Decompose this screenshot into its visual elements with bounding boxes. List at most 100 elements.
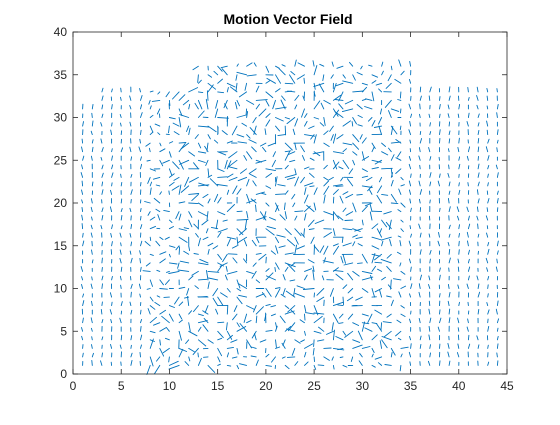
vector-arrow	[246, 109, 247, 115]
vector-arrow	[379, 177, 381, 181]
vector-arrow	[169, 306, 174, 308]
vector-arrow	[310, 158, 314, 160]
vector-arrow	[391, 300, 393, 305]
vector-arrow	[488, 242, 489, 245]
vector-arrow	[244, 314, 247, 322]
vector-arrow	[266, 365, 272, 366]
vector-arrow	[276, 340, 277, 348]
vector-arrow	[198, 263, 208, 265]
vector-arrow	[398, 152, 401, 157]
vector-arrow	[297, 246, 305, 249]
vector-arrow	[82, 215, 83, 220]
vector-arrow	[497, 353, 498, 357]
vector-arrow	[169, 357, 170, 362]
vector-arrow	[169, 118, 175, 119]
vector-arrow	[374, 126, 381, 127]
vector-arrow	[375, 262, 382, 263]
vector-arrow	[419, 284, 420, 289]
vector-arrow	[428, 361, 429, 365]
vector-arrow	[165, 338, 169, 340]
vector-arrow	[334, 270, 343, 271]
vector-arrow	[276, 237, 279, 242]
vector-arrow	[488, 199, 489, 204]
vector-arrow	[324, 131, 328, 135]
vector-arrow	[82, 336, 83, 340]
vector-arrow	[259, 254, 266, 260]
vector-arrow	[174, 177, 179, 180]
vector-arrow	[92, 147, 93, 151]
vector-arrow	[487, 303, 488, 306]
vector-arrow	[92, 113, 93, 117]
vector-arrow	[247, 63, 253, 66]
vector-arrow	[249, 140, 256, 144]
vector-arrow	[369, 65, 372, 66]
vector-arrow	[92, 140, 93, 143]
vector-arrow	[143, 271, 150, 272]
vector-arrow	[102, 337, 103, 340]
vector-arrow	[467, 207, 469, 212]
vector-arrow	[488, 294, 489, 297]
vector-arrow	[141, 113, 143, 118]
vector-arrow	[179, 247, 180, 254]
vector-arrow	[429, 96, 430, 101]
vector-arrow	[430, 250, 431, 254]
vector-arrow	[314, 340, 315, 347]
vector-arrow	[343, 75, 345, 78]
vector-arrow	[261, 143, 266, 146]
vector-arrow	[208, 249, 209, 254]
x-tick-label: 25	[307, 379, 321, 393]
vector-arrow	[102, 105, 103, 109]
vector-arrow	[189, 311, 192, 314]
vector-arrow	[92, 121, 93, 126]
vector-arrow	[195, 286, 199, 289]
vector-arrow	[121, 182, 122, 186]
vector-arrow	[198, 203, 203, 206]
vector-arrow	[430, 87, 432, 92]
vector-arrow	[398, 100, 401, 101]
vector-arrow	[486, 258, 488, 263]
vector-arrow	[214, 140, 217, 143]
vector-arrow	[228, 167, 237, 169]
vector-arrow	[477, 105, 478, 109]
vector-arrow	[339, 104, 343, 109]
vector-arrow	[356, 237, 362, 238]
vector-arrow	[398, 338, 401, 340]
vector-arrow	[486, 147, 487, 152]
vector-arrow	[83, 318, 84, 323]
vector-arrow	[333, 152, 343, 154]
vector-arrow	[341, 177, 343, 181]
vector-arrow	[324, 165, 328, 169]
vector-arrow	[169, 263, 177, 264]
vector-arrow	[295, 211, 303, 212]
vector-arrow	[314, 313, 324, 314]
vector-arrow	[266, 269, 269, 272]
vector-arrow	[459, 302, 460, 305]
vector-arrow	[313, 61, 314, 66]
vector-arrow	[302, 109, 305, 117]
vector-arrow	[410, 319, 411, 323]
vector-arrow	[419, 156, 420, 160]
vector-arrow	[409, 190, 410, 195]
vector-arrow	[458, 259, 459, 263]
vector-arrow	[256, 294, 264, 297]
vector-arrow	[284, 203, 285, 210]
vector-arrow	[362, 220, 363, 225]
vector-arrow	[189, 194, 199, 195]
vector-arrow	[297, 75, 304, 79]
vector-arrow	[130, 234, 131, 238]
vector-arrow	[400, 241, 401, 246]
vector-arrow	[330, 289, 333, 297]
vector-arrow	[82, 200, 83, 203]
vector-arrow	[375, 310, 382, 314]
vector-arrow	[218, 169, 224, 172]
vector-arrow	[497, 328, 498, 331]
vector-arrow	[218, 357, 220, 362]
vector-arrow	[91, 156, 92, 160]
vector-arrow	[198, 80, 201, 83]
vector-arrow	[237, 135, 244, 137]
vector-arrow	[266, 354, 269, 357]
vector-arrow	[448, 352, 449, 357]
vector-arrow	[497, 336, 498, 339]
vector-arrow	[245, 220, 246, 229]
vector-arrow	[82, 208, 83, 212]
